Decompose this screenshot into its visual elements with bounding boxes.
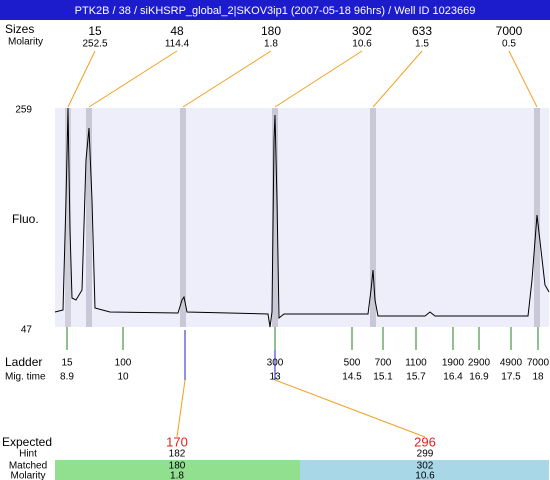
ladder-size: 500 <box>344 358 361 369</box>
peak-molarity: 114.4 <box>165 39 190 50</box>
ladder-size: 700 <box>375 358 392 369</box>
peak-molarity: 252.5 <box>82 39 107 50</box>
ladder-time: 14.5 <box>342 372 362 383</box>
ladder-size: 15 <box>61 358 73 369</box>
matched-molarity: 1.8 <box>170 471 184 480</box>
connector <box>274 379 426 438</box>
ladder-size: 4900 <box>500 358 523 369</box>
matched-molarity: 10.6 <box>415 471 435 480</box>
ladder-time: 10 <box>117 372 129 383</box>
plot-area <box>55 108 549 327</box>
header-title: PTK2B / 38 / siKHSRP_global_2|SKOV3ip1 (… <box>75 5 476 17</box>
peak-size: 633 <box>412 24 432 38</box>
matched-size: 180 <box>169 461 186 472</box>
peak-size: 15 <box>88 24 102 38</box>
peak-molarity: 0.5 <box>502 39 516 50</box>
molarity-label: Molarity <box>10 471 45 480</box>
ladder-size: 1900 <box>442 358 465 369</box>
peak-connector <box>274 50 363 108</box>
peak-band <box>370 108 376 327</box>
ladder-size: 1100 <box>405 358 427 369</box>
ladder-size: 7000 <box>527 358 550 369</box>
matched-label: Matched <box>9 461 47 472</box>
ladder-time: 16.9 <box>469 372 489 383</box>
ladder-time: 8.9 <box>60 372 74 383</box>
peak-molarity: 10.6 <box>352 39 372 50</box>
mig-time-label: Mig. time <box>5 372 46 383</box>
peak-size: 180 <box>261 24 281 38</box>
peak-band <box>65 108 71 327</box>
matched-bg <box>55 460 300 480</box>
y-min: 47 <box>21 325 33 336</box>
peak-connector <box>88 50 178 108</box>
peak-connector <box>372 50 423 108</box>
ladder-time: 15.1 <box>373 372 393 383</box>
hint-size: 182 <box>169 449 186 460</box>
ladder-size: 300 <box>267 358 284 369</box>
peak-molarity: 1.5 <box>415 39 429 50</box>
y-max: 259 <box>15 105 32 116</box>
ladder-size: 100 <box>115 358 132 369</box>
ladder-label: Ladder <box>5 355 42 369</box>
ladder-time: 17.5 <box>501 372 521 383</box>
peak-connector <box>182 50 272 108</box>
ladder-size: 2900 <box>468 358 491 369</box>
peak-size: 48 <box>170 24 184 38</box>
expected-size: 296 <box>414 434 436 449</box>
expected-size: 170 <box>166 434 188 449</box>
connector <box>176 379 186 438</box>
ladder-time: 16.4 <box>443 372 463 383</box>
peak-connector <box>508 50 538 108</box>
hint-label: Hint <box>19 449 37 460</box>
expected-label: Expected <box>2 435 52 449</box>
matched-size: 302 <box>417 461 434 472</box>
trace <box>54 107 550 328</box>
y-label: Fluo. <box>12 212 39 226</box>
ladder-time: 18 <box>532 372 544 383</box>
matched-bg <box>300 460 549 480</box>
peak-band <box>86 108 92 327</box>
peak-size: 302 <box>352 24 372 38</box>
ladder-time: 15.7 <box>406 372 426 383</box>
peak-band <box>180 108 186 327</box>
ladder-time: 13 <box>269 372 281 383</box>
sizes-label: Sizes <box>5 22 34 36</box>
hint-size: 299 <box>417 449 434 460</box>
molarity-label: Molarity <box>8 37 43 48</box>
peak-molarity: 1.8 <box>264 39 278 50</box>
peak-band <box>272 108 278 327</box>
peak-size: 7000 <box>496 24 523 38</box>
peak-connector <box>67 50 96 108</box>
header-bar <box>0 0 550 20</box>
